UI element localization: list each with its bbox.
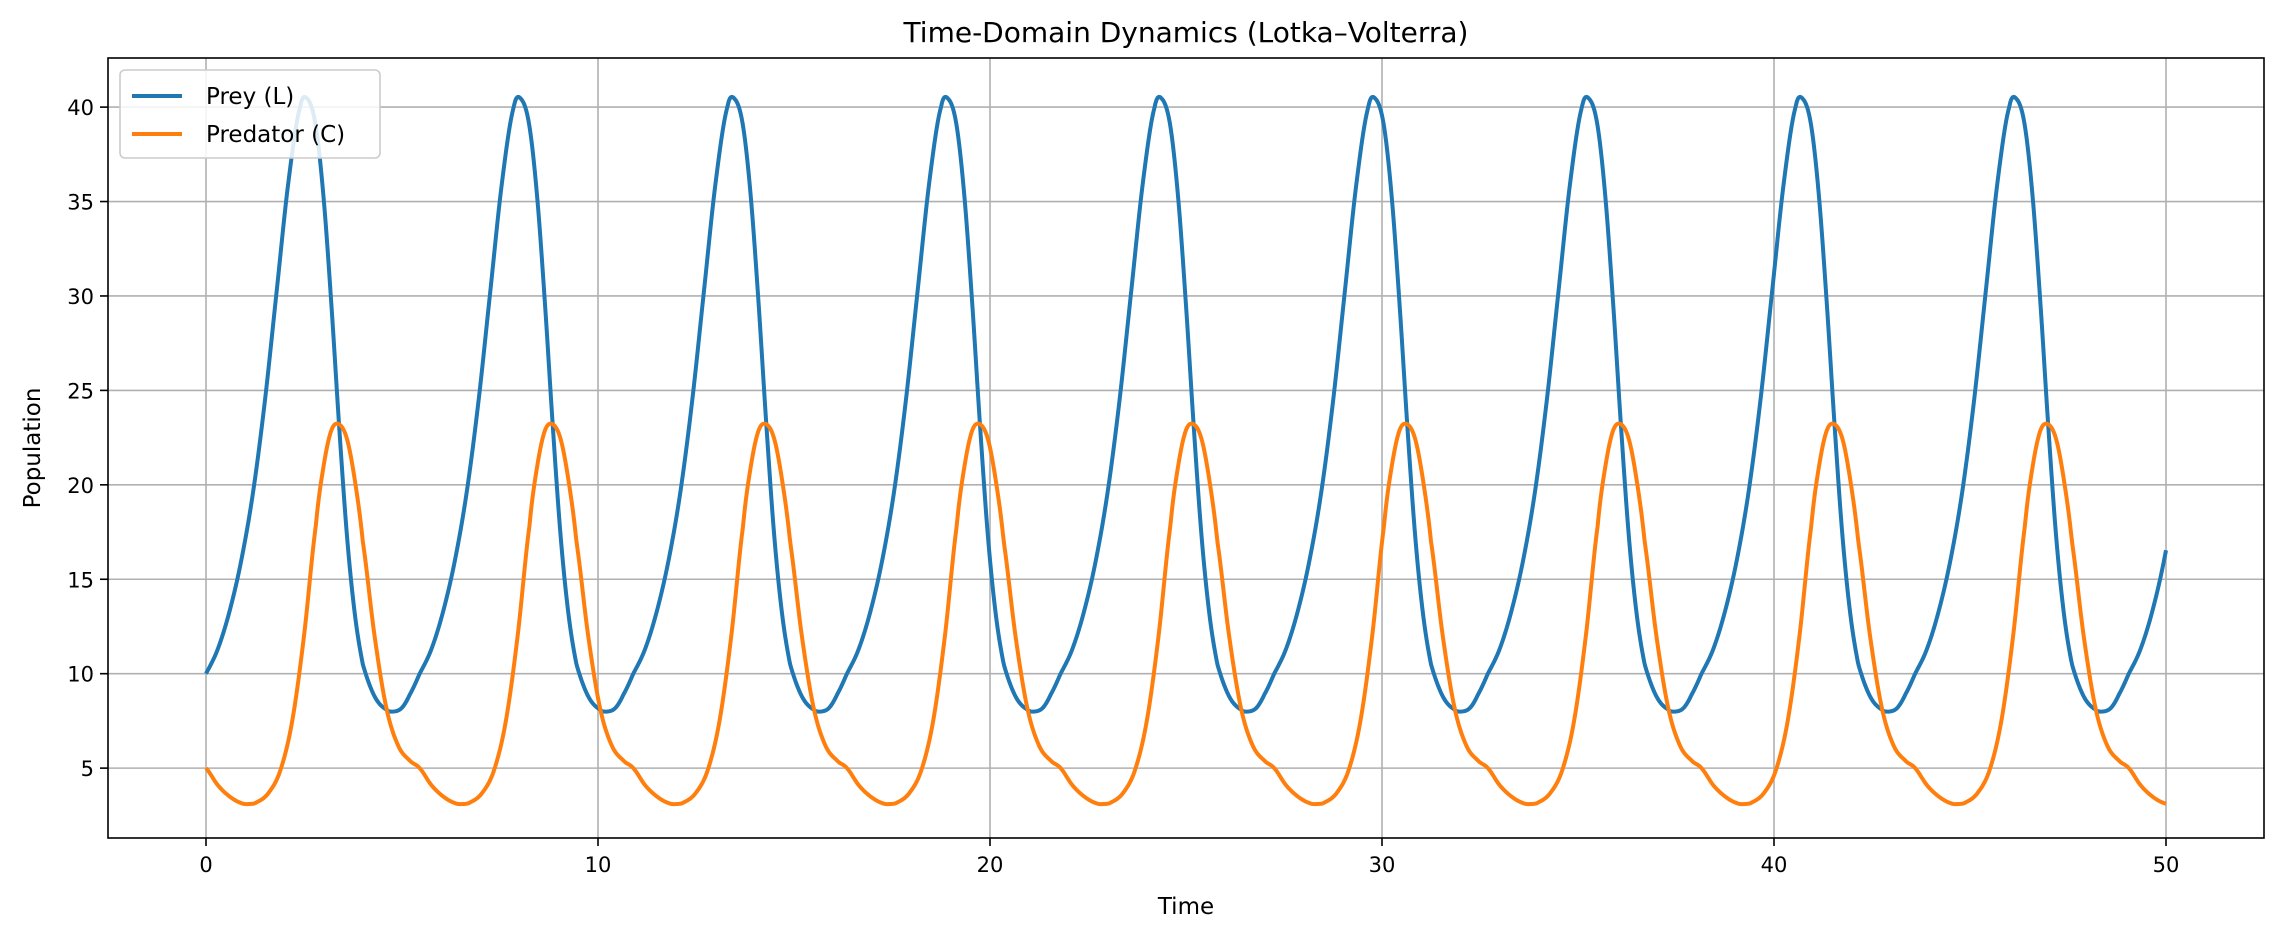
- x-axis-label: Time: [1157, 894, 1214, 920]
- legend-box: [119, 69, 381, 159]
- series-line-prey: [204, 94, 2168, 714]
- y-tick-label: 30: [67, 285, 94, 309]
- x-tick-label: 10: [585, 853, 612, 877]
- legend-label-predator: Predator (C): [206, 122, 345, 148]
- series-lines: [204, 94, 2168, 807]
- plot-frame: [107, 57, 2265, 839]
- legend: Prey (L) Predator (C): [119, 69, 381, 159]
- series-line-predator: [204, 421, 2167, 807]
- grid-lines: [108, 58, 2264, 838]
- chart-title: Time-Domain Dynamics (Lotka–Volterra): [903, 16, 1469, 49]
- y-tick-label: 40: [67, 96, 94, 120]
- x-tick-label: 50: [2153, 853, 2180, 877]
- y-tick-label: 20: [67, 474, 94, 498]
- y-tick-label: 5: [81, 757, 94, 781]
- x-tick-label: 40: [1761, 853, 1788, 877]
- y-tick-label: 15: [67, 568, 94, 592]
- x-tick-label: 20: [977, 853, 1004, 877]
- y-tick-label: 25: [67, 379, 94, 403]
- y-tick-label: 10: [67, 663, 94, 687]
- x-tick-label: 30: [1369, 853, 1396, 877]
- x-tick-label: 0: [199, 853, 212, 877]
- y-tick-label: 35: [67, 191, 94, 215]
- legend-label-prey: Prey (L): [206, 84, 294, 110]
- axis-ticks: 0 10 20 30 40 50 5 10 15 20 25 30 35 40: [67, 96, 2179, 877]
- y-axis-label: Population: [20, 388, 46, 509]
